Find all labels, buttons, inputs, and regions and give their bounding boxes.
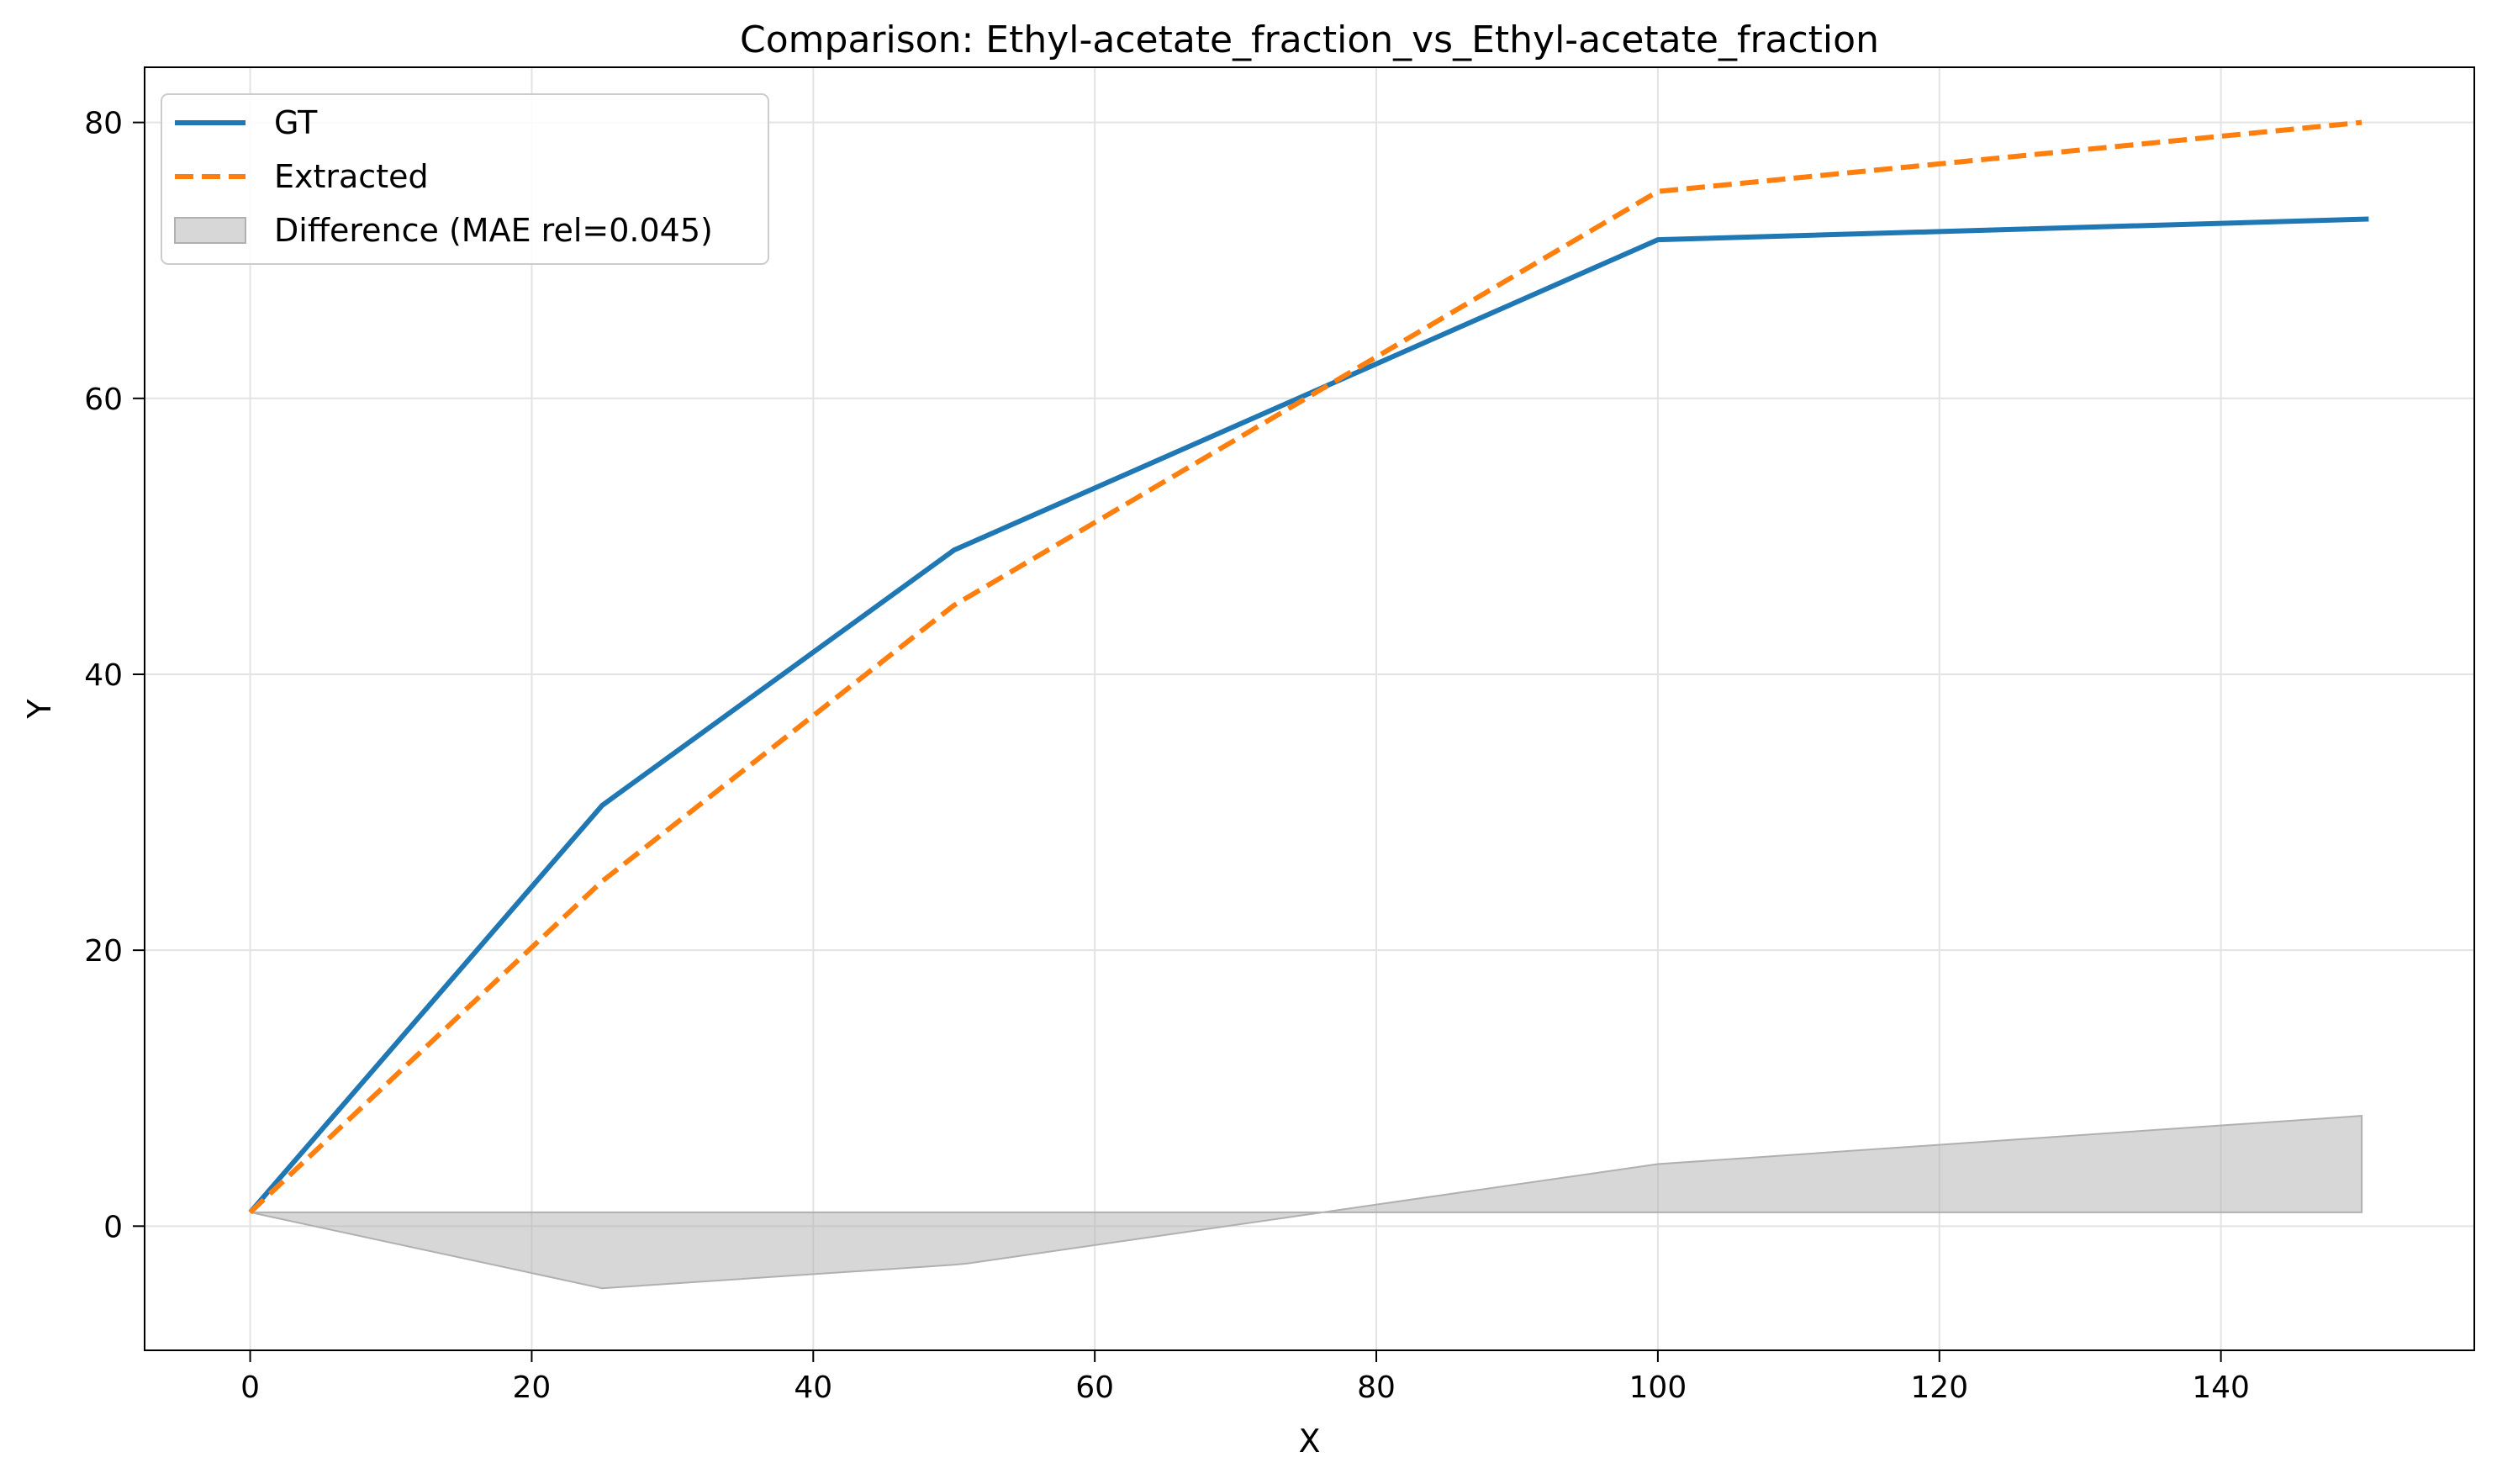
x-tick-label: 0 bbox=[240, 1370, 260, 1405]
y-tick-label: 60 bbox=[84, 383, 123, 417]
y-tick-label: 20 bbox=[84, 934, 123, 969]
difference-area bbox=[250, 1115, 2363, 1290]
series-lines-layer bbox=[248, 119, 2369, 1215]
x-axis-label: X bbox=[1298, 1423, 1320, 1460]
series-line-gt bbox=[248, 216, 2369, 1214]
x-tick-label: 120 bbox=[1910, 1370, 1968, 1405]
x-tick-label: 100 bbox=[1629, 1370, 1687, 1405]
x-tick-label: 60 bbox=[1075, 1370, 1114, 1405]
legend: GT Extracted Difference (MAE rel=0.045) bbox=[161, 93, 769, 265]
y-axis-label: Y bbox=[21, 699, 58, 720]
y-tick-label: 0 bbox=[103, 1210, 123, 1244]
legend-entry-difference-label: Difference (MAE rel=0.045) bbox=[274, 212, 713, 249]
y-tick-label: 40 bbox=[84, 658, 123, 693]
legend-box bbox=[161, 93, 769, 265]
x-tick-label: 140 bbox=[2192, 1370, 2250, 1405]
x-tick-label: 80 bbox=[1357, 1370, 1396, 1405]
plot-frame bbox=[144, 66, 2475, 1351]
legend-entry-difference-swatch bbox=[174, 217, 246, 244]
legend-entry-gt-label: GT bbox=[274, 104, 318, 141]
x-tick-label: 40 bbox=[794, 1370, 832, 1405]
series-line-extracted bbox=[248, 119, 2362, 1215]
chart-title: Comparison: Ethyl-acetate_fraction_vs_Et… bbox=[740, 18, 1879, 61]
legend-entry-extracted-label: Extracted bbox=[274, 158, 429, 195]
x-tick-label: 20 bbox=[513, 1370, 552, 1405]
difference-area-layer bbox=[250, 1115, 2363, 1290]
y-tick-label: 80 bbox=[84, 107, 123, 141]
axis-ticks: 0 20 40 60 80 100 120 140 0 20 40 60 80 bbox=[84, 107, 2250, 1405]
